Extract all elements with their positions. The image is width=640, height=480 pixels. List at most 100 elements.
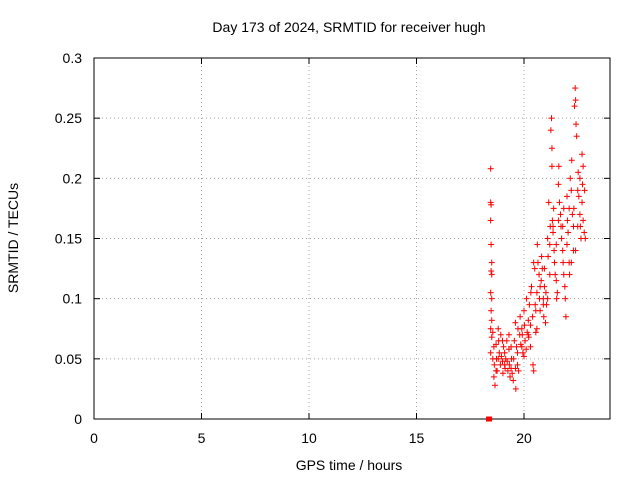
- data-point: [527, 322, 534, 329]
- data-point: [528, 283, 535, 290]
- data-point: [519, 349, 526, 356]
- data-point: [487, 217, 494, 224]
- data-point: [545, 199, 552, 206]
- data-point: [488, 241, 495, 248]
- data-point: [525, 331, 532, 338]
- data-point: [562, 295, 569, 302]
- data-point: [579, 151, 586, 158]
- data-point: [488, 271, 495, 278]
- data-point: [566, 271, 573, 278]
- data-point: [575, 193, 582, 200]
- data-point: [489, 329, 496, 336]
- data-point: [507, 373, 514, 380]
- data-point: [514, 361, 521, 368]
- data-point: [557, 211, 564, 218]
- data-point: [501, 361, 508, 368]
- data-point: [555, 217, 562, 224]
- data-point: [532, 329, 539, 336]
- data-point: [545, 253, 552, 260]
- data-point: [568, 259, 575, 266]
- data-point: [526, 301, 533, 308]
- y-axis-label: SRMTID / TECUs: [5, 183, 21, 293]
- data-point: [488, 267, 495, 274]
- data-point: [487, 416, 493, 422]
- data-point: [542, 289, 549, 296]
- y-tick-label: 0.15: [55, 231, 82, 247]
- data-point: [532, 301, 539, 308]
- data-point: [579, 199, 586, 206]
- data-point: [491, 361, 498, 368]
- data-point: [527, 343, 534, 350]
- data-point: [540, 313, 547, 320]
- data-point: [573, 121, 580, 128]
- data-point: [510, 355, 517, 362]
- data-points: [486, 85, 589, 422]
- data-point: [499, 370, 506, 377]
- x-axis-label: GPS time / hours: [296, 457, 403, 473]
- data-point: [521, 322, 528, 329]
- data-point: [533, 289, 540, 296]
- data-point: [498, 353, 505, 360]
- data-point: [555, 163, 562, 170]
- data-point: [504, 358, 511, 365]
- ticks: [93, 57, 610, 420]
- data-point: [568, 187, 575, 194]
- data-point: [523, 346, 530, 353]
- y-tick-label: 0.2: [63, 170, 83, 186]
- data-point: [547, 127, 554, 134]
- data-point: [489, 355, 496, 362]
- data-point: [576, 175, 583, 182]
- data-point: [510, 377, 517, 384]
- data-point: [504, 367, 511, 374]
- data-point: [508, 343, 515, 350]
- data-point: [493, 341, 500, 348]
- x-tick-label: 5: [198, 430, 206, 446]
- data-point: [487, 325, 494, 332]
- data-point: [515, 367, 522, 374]
- data-point: [560, 271, 567, 278]
- data-point: [537, 283, 544, 290]
- data-point: [509, 370, 516, 377]
- data-point: [548, 115, 555, 122]
- data-point: [533, 325, 540, 332]
- tick-labels: 0 5 10 15 20 0 0.05 0.1 0.15 0.2 0.25 0.3: [55, 50, 532, 446]
- data-point: [518, 343, 525, 350]
- data-point: [559, 223, 566, 230]
- data-point: [518, 325, 525, 332]
- data-point: [487, 289, 494, 296]
- data-point: [553, 295, 560, 302]
- data-point: [573, 133, 580, 140]
- data-point: [562, 313, 569, 320]
- data-point: [582, 235, 589, 242]
- x-tick-label: 20: [516, 430, 532, 446]
- data-point: [491, 382, 498, 389]
- data-point: [550, 223, 557, 230]
- data-point: [580, 163, 587, 170]
- data-point: [550, 229, 557, 236]
- data-point: [538, 277, 545, 284]
- data-point: [564, 217, 571, 224]
- data-point: [541, 265, 548, 272]
- data-point: [574, 223, 581, 230]
- data-point: [495, 325, 502, 332]
- data-point: [581, 187, 588, 194]
- y-tick-label: 0: [74, 411, 82, 427]
- data-point: [521, 353, 527, 360]
- data-point: [568, 157, 575, 164]
- data-point: [530, 367, 537, 374]
- data-point: [519, 331, 526, 338]
- data-point: [550, 205, 557, 212]
- data-point: [512, 385, 519, 392]
- data-point: [505, 331, 512, 338]
- data-point: [532, 307, 539, 314]
- data-point: [572, 85, 579, 92]
- data-point: [548, 163, 555, 170]
- data-point: [488, 307, 495, 314]
- data-point: [511, 337, 518, 344]
- data-point: [501, 349, 508, 356]
- data-point: [488, 259, 495, 266]
- data-point: [508, 365, 515, 372]
- data-point: [551, 259, 558, 266]
- data-point: [551, 247, 558, 254]
- data-point: [500, 343, 507, 350]
